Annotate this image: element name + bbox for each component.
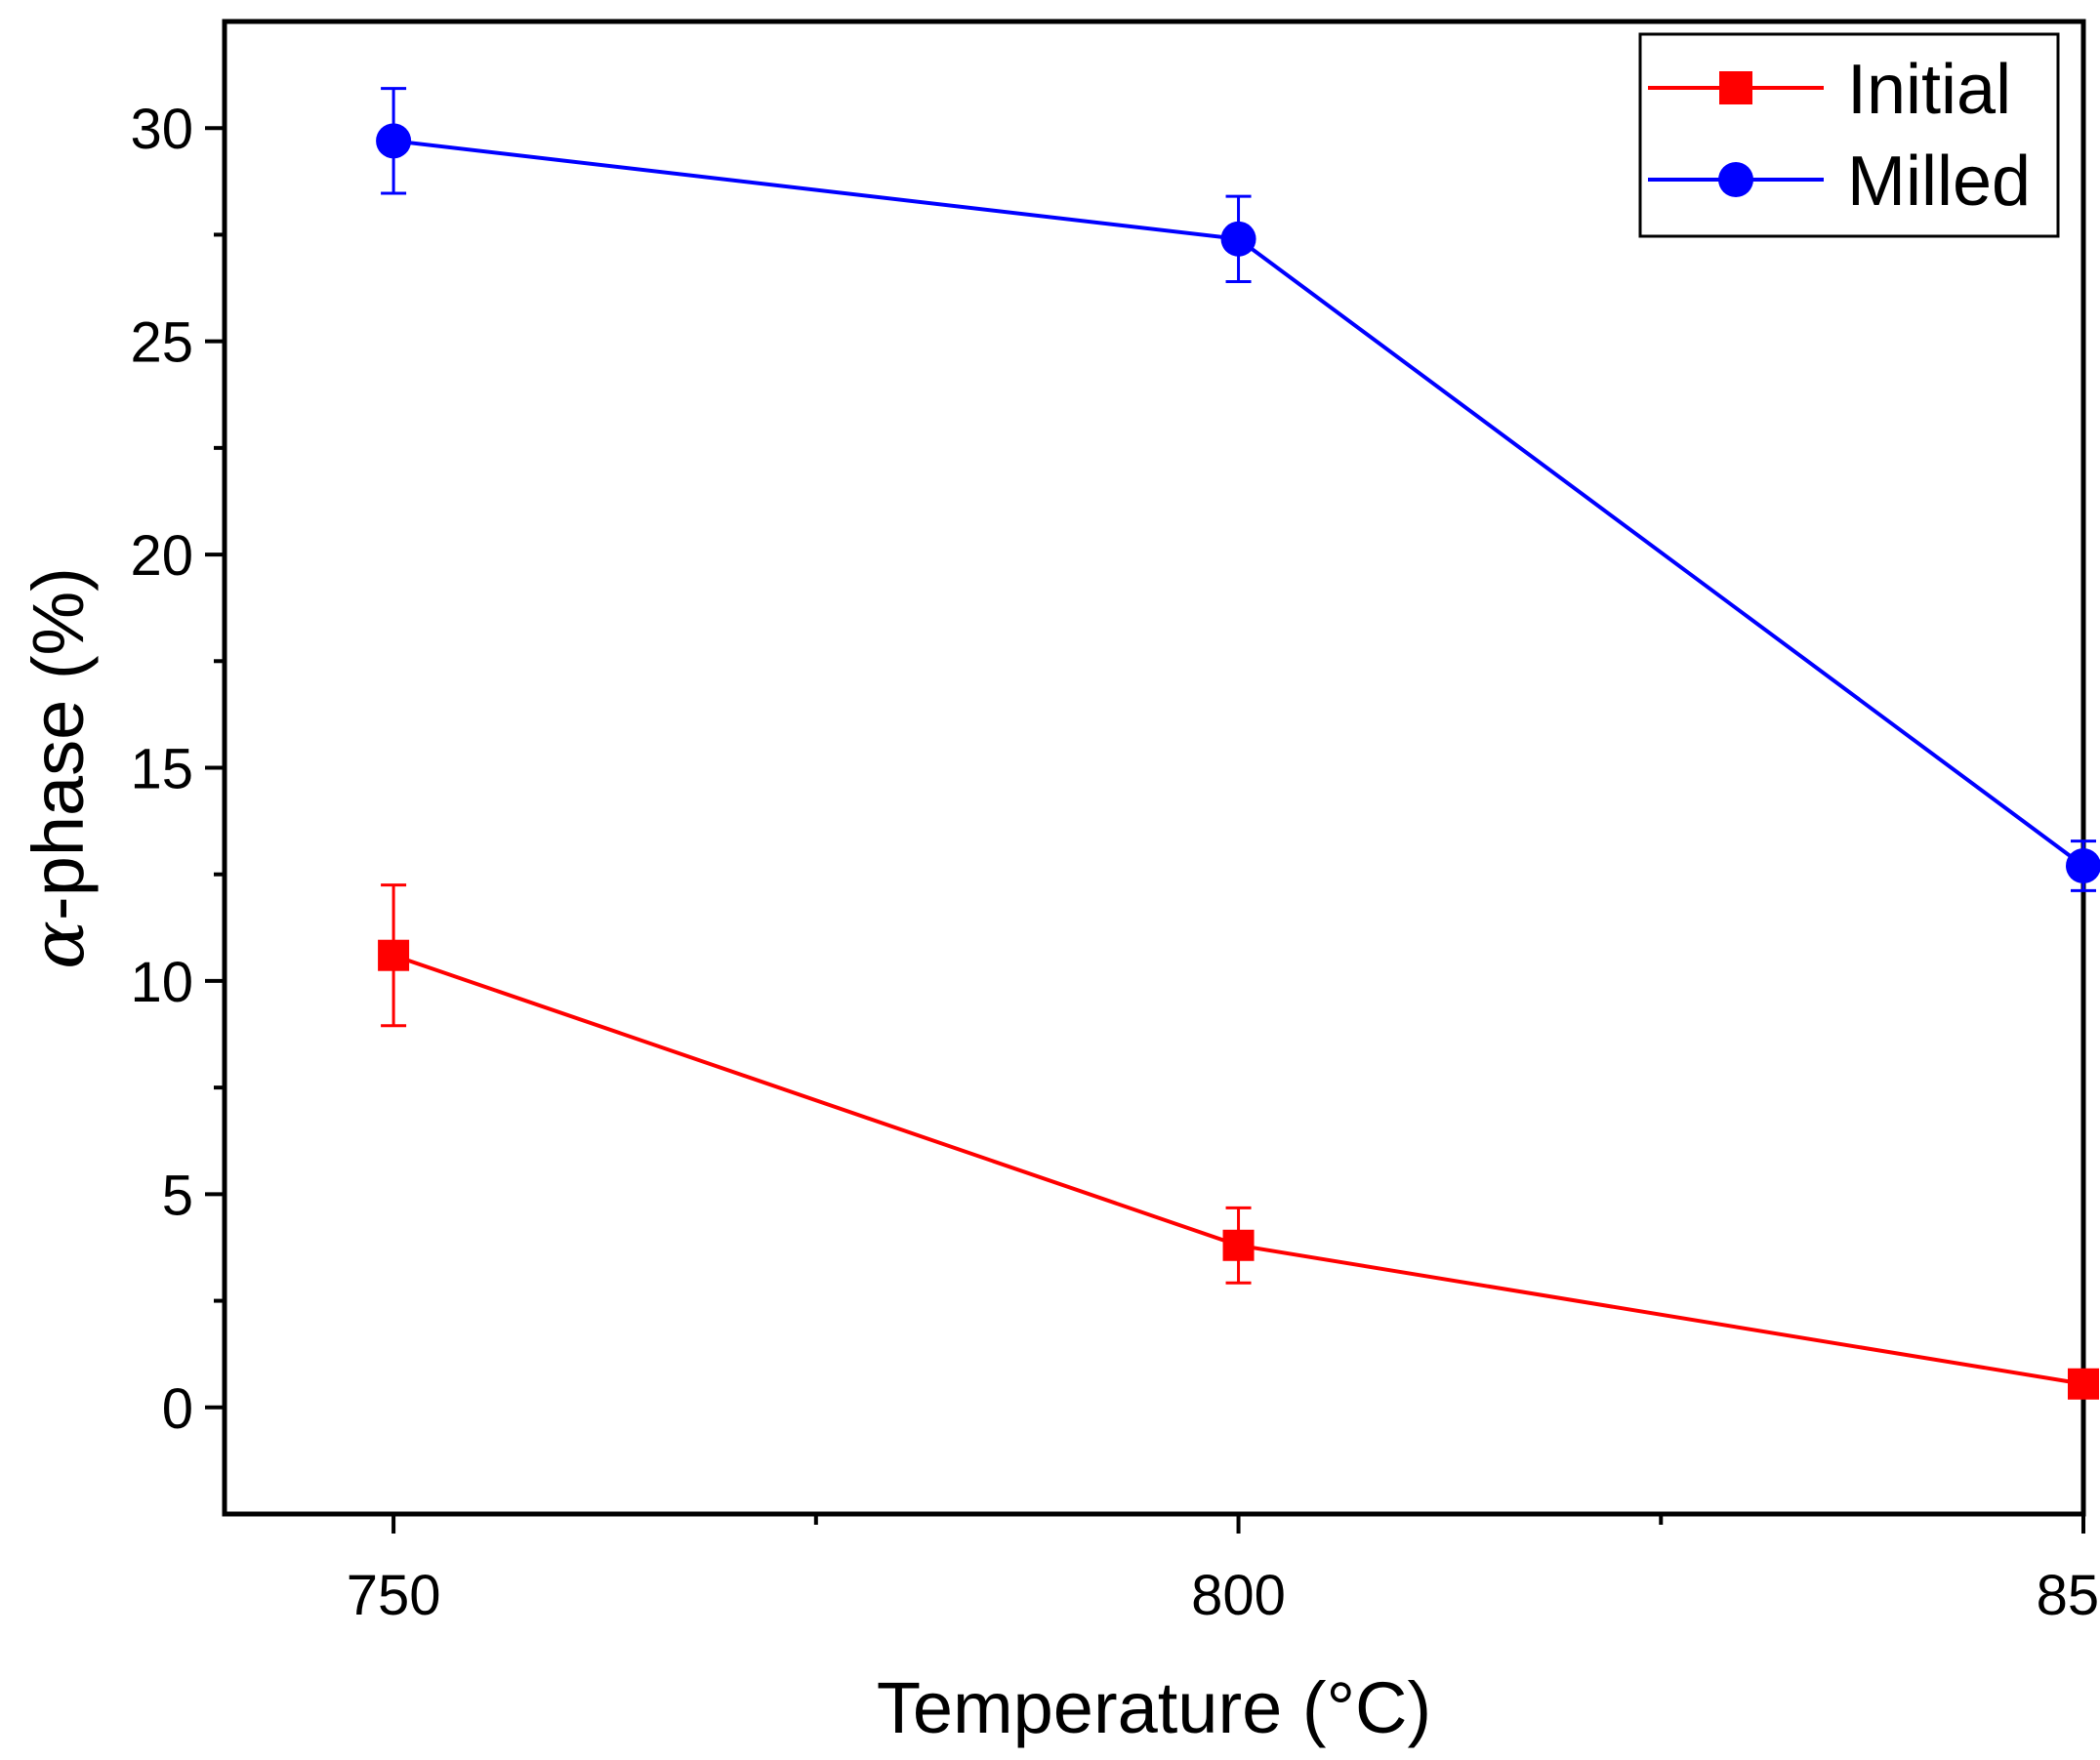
y-tick-label: 25 xyxy=(130,311,193,375)
data-point-milled xyxy=(376,123,412,159)
legend-entry-initial: Initial xyxy=(1648,51,2011,129)
x-tick-label: 800 xyxy=(1191,1564,1286,1627)
y-axis-title-text: -phase (%) xyxy=(18,567,99,921)
x-axis-title: Temperature (°C) xyxy=(877,1667,1431,1748)
axis-ticks xyxy=(205,126,2085,1534)
legend-marker-milled xyxy=(1718,162,1753,197)
legend-frame xyxy=(1638,32,2060,238)
y-axis-title-symbol: α xyxy=(17,921,101,969)
data-point-initial xyxy=(1222,1229,1255,1261)
data-point-milled xyxy=(2066,847,2100,883)
data-point-initial xyxy=(2068,1368,2099,1400)
data-point-initial xyxy=(378,939,410,971)
series-initial xyxy=(378,883,2099,1400)
data-point-milled xyxy=(1220,221,1256,257)
series-layer xyxy=(376,87,2100,1400)
plot-frame xyxy=(222,19,2086,1517)
axis-tick-labels: 0 5 10 15 20 25 30 750 800 850 xyxy=(130,98,2100,1627)
y-tick-label: 10 xyxy=(130,951,193,1014)
y-tick-label: 0 xyxy=(162,1377,193,1441)
y-tick-label: 15 xyxy=(130,738,193,801)
legend-entry-milled: Milled xyxy=(1648,143,2031,221)
series-line-initial xyxy=(392,953,2084,1386)
x-tick-label: 750 xyxy=(347,1564,441,1627)
y-tick-label: 20 xyxy=(130,524,193,588)
x-tick-label: 850 xyxy=(2037,1564,2100,1627)
legend-label-milled: Milled xyxy=(1847,143,2031,221)
y-axis-title: α-phase (%) xyxy=(17,567,101,969)
series-milled xyxy=(376,87,2100,892)
legend-marker-initial xyxy=(1719,71,1752,104)
y-tick-label: 5 xyxy=(162,1164,193,1227)
y-tick-label: 30 xyxy=(130,98,193,161)
legend-label-initial: Initial xyxy=(1847,51,2011,129)
legend: Initial Milled xyxy=(1638,32,2060,238)
